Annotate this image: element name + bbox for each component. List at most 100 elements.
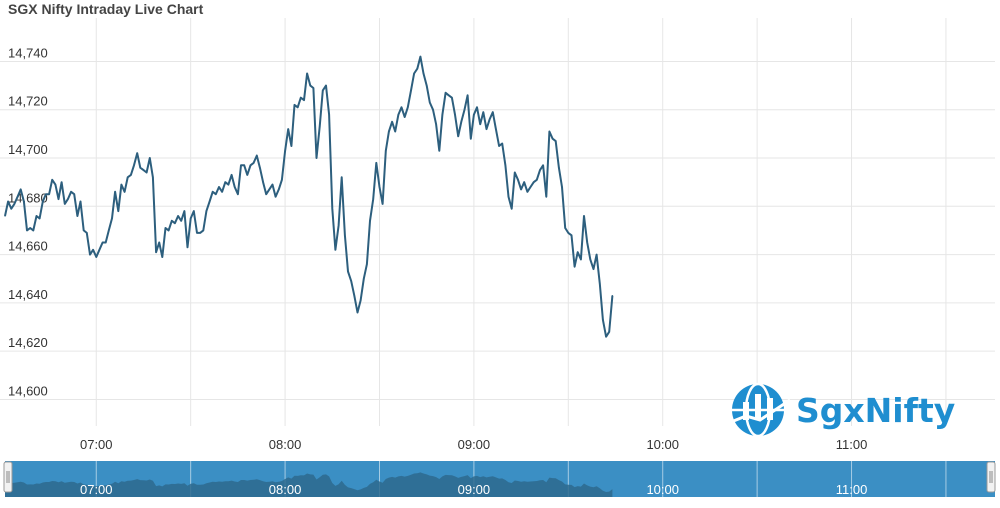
- data-point: [592, 268, 595, 270]
- watermark-text: SgxNifty: [796, 390, 956, 430]
- data-point: [278, 188, 280, 191]
- data-point: [394, 130, 396, 133]
- data-point: [545, 196, 547, 198]
- data-point: [574, 266, 576, 268]
- chart-title: SGX Nifty Intraday Live Chart: [8, 1, 204, 17]
- data-point: [523, 181, 525, 183]
- data-point: [360, 299, 362, 302]
- data-point: [67, 198, 69, 200]
- data-point: [438, 150, 440, 152]
- data-point: [45, 193, 47, 195]
- data-point: [369, 220, 371, 222]
- data-point: [196, 232, 198, 234]
- data-point: [265, 193, 267, 195]
- data-point: [95, 256, 97, 258]
- data-point: [105, 241, 107, 244]
- data-point: [297, 106, 299, 108]
- x-axis-labels: 07:00 08:00 09:00 10:00 11:00: [80, 437, 867, 452]
- data-point: [444, 92, 447, 94]
- navigator-tick-label: 07:00: [80, 482, 113, 497]
- y-tick-label: 14,660: [8, 239, 48, 254]
- data-point: [479, 123, 481, 125]
- data-point: [79, 200, 82, 203]
- navigator-right-handle[interactable]: [986, 461, 996, 493]
- data-point: [457, 135, 459, 137]
- data-point: [152, 176, 154, 178]
- y-tick-label: 14,740: [8, 45, 48, 60]
- data-point: [448, 94, 450, 96]
- data-point: [76, 215, 78, 217]
- data-point: [539, 169, 541, 171]
- x-tick-label: 08:00: [269, 437, 302, 452]
- data-point: [190, 217, 192, 219]
- y-tick-label: 14,600: [8, 383, 48, 398]
- navigator-handle-icon[interactable]: [986, 461, 996, 493]
- data-point: [492, 111, 494, 113]
- data-point: [193, 210, 195, 212]
- data-point: [39, 217, 41, 219]
- data-point: [416, 68, 418, 70]
- data-point: [470, 138, 472, 140]
- data-point: [212, 191, 214, 193]
- data-point: [312, 87, 315, 89]
- data-point: [520, 188, 522, 191]
- data-point: [271, 183, 274, 186]
- data-point: [385, 150, 387, 152]
- data-point: [548, 130, 551, 133]
- data-point: [350, 280, 352, 282]
- data-point: [303, 99, 305, 101]
- data-point: [507, 196, 510, 198]
- x-tick-label: 09:00: [458, 437, 491, 452]
- data-point: [287, 128, 289, 130]
- navigator-handle-icon[interactable]: [3, 461, 13, 493]
- data-point: [73, 193, 75, 195]
- data-point: [180, 220, 182, 222]
- data-point: [583, 215, 585, 217]
- x-tick-label: 07:00: [80, 437, 113, 452]
- data-point: [589, 258, 591, 261]
- data-point: [529, 186, 532, 188]
- data-point: [353, 295, 355, 297]
- data-point: [237, 193, 239, 195]
- data-point: [378, 186, 381, 188]
- data-point: [259, 167, 261, 169]
- data-point: [42, 200, 44, 203]
- data-point: [577, 251, 579, 253]
- data-point: [227, 183, 230, 186]
- sgxnifty-watermark: SgxNifty: [724, 380, 955, 440]
- data-point: [599, 282, 601, 285]
- data-point: [249, 164, 252, 166]
- data-point: [309, 84, 311, 87]
- data-point: [174, 222, 176, 224]
- data-point: [117, 210, 119, 212]
- navigator-labels: 07:00 08:00 09:00 10:00 11:00: [80, 482, 867, 497]
- navigator-left-handle[interactable]: [3, 461, 13, 493]
- data-point: [202, 229, 204, 232]
- data-point: [215, 193, 217, 195]
- data-point: [130, 174, 132, 176]
- data-point: [224, 181, 226, 183]
- data-point: [155, 251, 157, 253]
- y-tick-label: 14,640: [8, 287, 48, 302]
- data-point: [328, 113, 330, 116]
- data-point: [183, 210, 185, 212]
- data-point: [356, 311, 359, 314]
- data-point: [101, 241, 104, 244]
- x-tick-label: 10:00: [646, 437, 679, 452]
- data-point: [422, 72, 425, 75]
- range-navigator[interactable]: 07:00 08:00 09:00 10:00 11:00: [3, 461, 996, 497]
- data-point: [205, 210, 208, 212]
- data-point: [10, 208, 12, 210]
- data-point: [476, 106, 478, 108]
- data-point: [262, 181, 264, 183]
- data-point: [561, 186, 563, 188]
- navigator-tick-label: 09:00: [458, 482, 491, 497]
- data-point: [432, 109, 434, 111]
- data-point: [133, 164, 135, 166]
- data-point: [319, 126, 321, 128]
- data-point: [567, 232, 569, 234]
- data-point: [51, 179, 53, 181]
- navigator-tick-label: 11:00: [836, 482, 868, 497]
- data-point: [435, 123, 437, 125]
- data-point: [334, 249, 337, 251]
